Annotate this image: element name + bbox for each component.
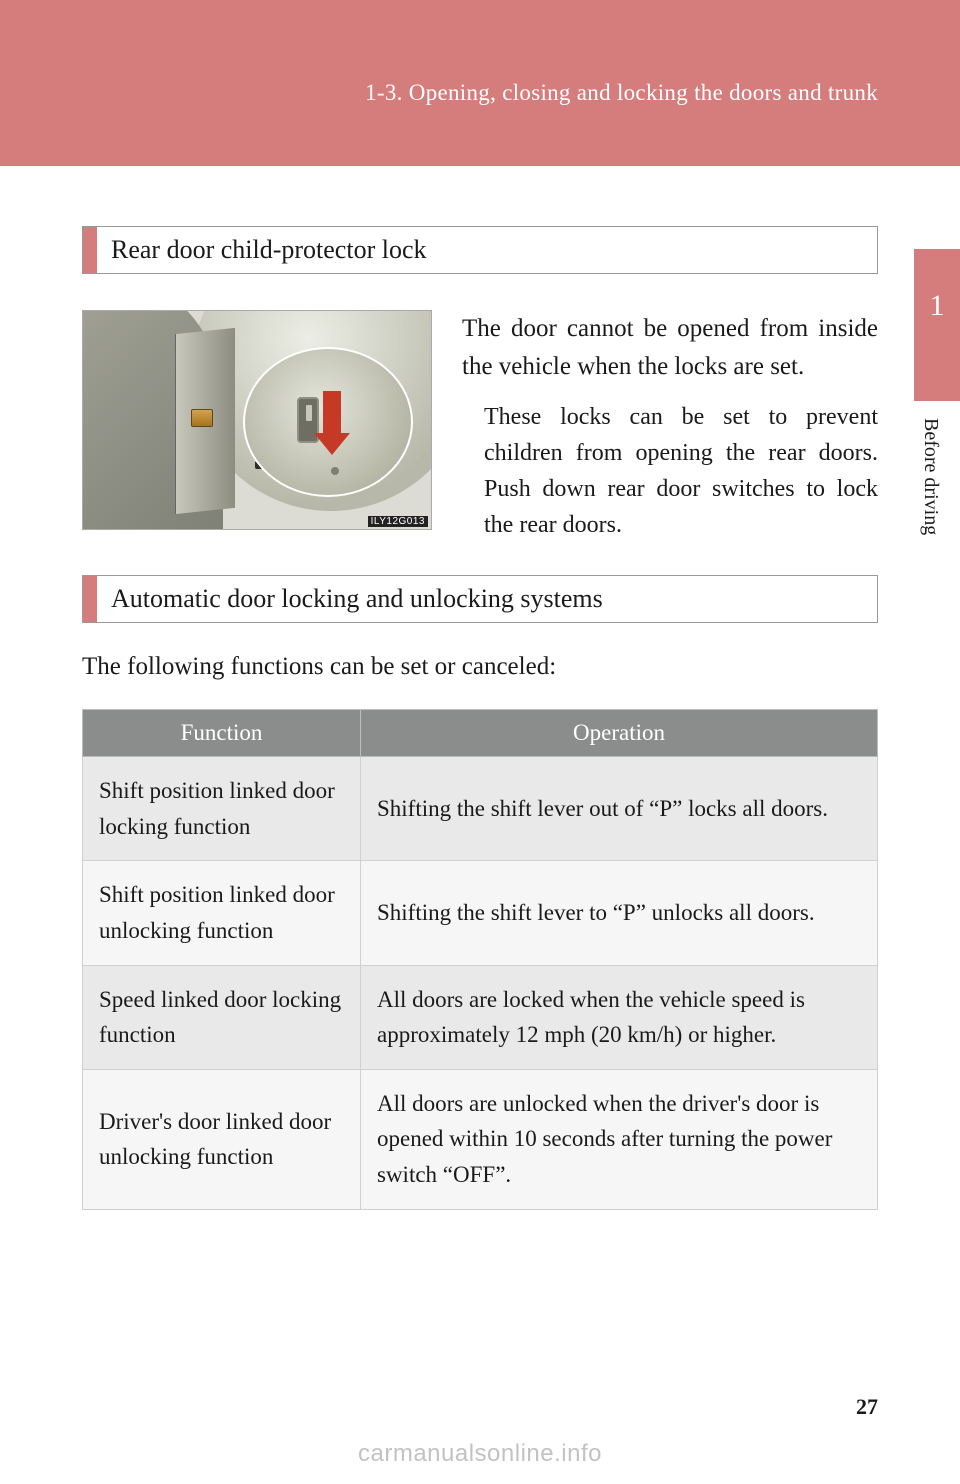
- section-accent: [83, 576, 97, 622]
- table-row: Driver's door linked door unlocking func…: [83, 1069, 878, 1209]
- section1-body: ILY12G013 The door cannot be opened from…: [82, 310, 878, 543]
- functions-table: Function Operation Shift position linked…: [82, 709, 878, 1210]
- cell-function: Driver's door linked door unlocking func…: [83, 1069, 361, 1209]
- push-down-arrow-icon: [323, 391, 341, 435]
- section-heading-1: Rear door child-protector lock: [82, 226, 878, 274]
- table-row: Shift position linked door locking funct…: [83, 757, 878, 861]
- tab-number: 1: [914, 289, 960, 323]
- table-row: Shift position linked door unlocking fun…: [83, 861, 878, 965]
- cell-function: Speed linked door locking function: [83, 965, 361, 1069]
- top-banner: 1-3. Opening, closing and locking the do…: [0, 0, 960, 166]
- section-heading-2: Automatic door locking and unlocking sys…: [82, 575, 878, 623]
- col-header-function: Function: [83, 710, 361, 757]
- page-content: Rear door child-protector lock ILY12G013…: [0, 226, 960, 1210]
- cell-operation: Shifting the shift lever out of “P” lock…: [361, 757, 878, 861]
- illustration-code: ILY12G013: [368, 516, 428, 527]
- cell-operation: All doors are locked when the vehicle sp…: [361, 965, 878, 1069]
- cell-operation: Shifting the shift lever to “P” unlocks …: [361, 861, 878, 965]
- child-lock-illustration: ILY12G013: [82, 310, 432, 530]
- section-title-1: Rear door child-protector lock: [97, 227, 441, 273]
- section-index-tab: 1: [914, 249, 960, 401]
- col-header-operation: Operation: [361, 710, 878, 757]
- cell-function: Shift position linked door locking funct…: [83, 757, 361, 861]
- section-title-2: Automatic door locking and unlocking sys…: [97, 576, 617, 622]
- chapter-line: 1-3. Opening, closing and locking the do…: [365, 80, 878, 106]
- section1-sub-text: These locks can be set to prevent childr…: [484, 399, 878, 543]
- table-row: Speed linked door locking function All d…: [83, 965, 878, 1069]
- watermark: carmanualsonline.info: [0, 1440, 960, 1468]
- section2-intro: The following functions can be set or ca…: [82, 653, 878, 681]
- cell-operation: All doors are unlocked when the driver's…: [361, 1069, 878, 1209]
- cell-function: Shift position linked door unlocking fun…: [83, 861, 361, 965]
- page-number: 27: [856, 1394, 878, 1420]
- tab-label: Before driving: [919, 418, 942, 535]
- section1-main-text: The door cannot be opened from inside th…: [462, 310, 878, 385]
- section-accent: [83, 227, 97, 273]
